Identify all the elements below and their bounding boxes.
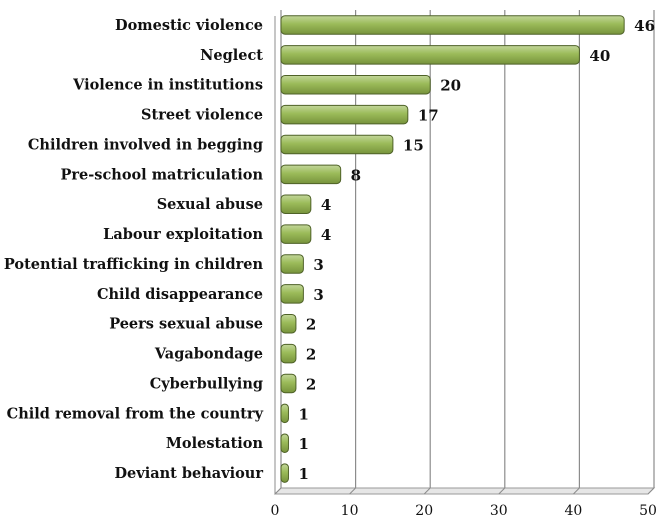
- bar-pre-school-matriculation: [280, 164, 342, 185]
- category-label: Street violence: [141, 107, 263, 124]
- category-label: Labour exploitation: [103, 226, 263, 243]
- x-tick-label: 40: [564, 503, 582, 519]
- data-label: 2: [306, 346, 316, 364]
- bar-child-disappearance: [280, 284, 304, 304]
- x-axis-tick-labels: 0 10 20 30 40 50: [271, 503, 657, 519]
- gridline-floor: [647, 487, 655, 495]
- gridline-floor: [573, 487, 580, 495]
- bar-violence-in-institutions: [280, 74, 431, 95]
- category-label: Potential trafficking in children: [4, 256, 264, 273]
- category-label: Molestation: [166, 435, 264, 452]
- bar-neglect: [280, 45, 580, 65]
- category-label: Neglect: [200, 47, 263, 64]
- bar-sexual-abuse: [280, 194, 312, 214]
- category-labels: Domestic violence Neglect Violence in inst…: [4, 17, 264, 482]
- floor-plane: [273, 487, 656, 495]
- category-label: Deviant behaviour: [114, 465, 263, 482]
- gridline-floor: [274, 487, 282, 495]
- bar-deviant-behaviour: [280, 463, 289, 483]
- x-tick-label: 20: [415, 503, 433, 519]
- x-tick-label: 50: [639, 503, 657, 519]
- bar-child-removal-from-the-country: [280, 403, 289, 424]
- gridline-floor: [498, 487, 506, 495]
- category-label: Child disappearance: [97, 286, 263, 303]
- data-label: 2: [306, 316, 316, 334]
- bar-molestation: [280, 433, 289, 453]
- data-label: 15: [403, 136, 424, 154]
- x-tick-label: 10: [341, 503, 359, 519]
- bar-peers-sexual-abuse: [280, 313, 297, 334]
- bar-vagabondage: [280, 343, 297, 364]
- x-tick-label: 30: [490, 503, 508, 519]
- data-label: 1: [298, 405, 308, 423]
- x-tick-label: 0: [271, 503, 280, 519]
- data-label: 17: [418, 107, 439, 125]
- bar-domestic-violence: [280, 15, 625, 35]
- data-label: 2: [306, 375, 316, 393]
- category-label: Vagabondage: [154, 346, 263, 363]
- category-label: Peers sexual abuse: [109, 316, 263, 333]
- category-label: Sexual abuse: [157, 196, 263, 213]
- data-label: 8: [351, 166, 361, 184]
- gridline-floor: [349, 487, 356, 495]
- category-label: Children involved in begging: [28, 136, 263, 153]
- data-label: 40: [589, 47, 610, 65]
- category-label: Domestic violence: [115, 17, 263, 34]
- data-label: 1: [298, 435, 308, 453]
- data-label: 3: [313, 256, 323, 274]
- bar-labour-exploitation: [280, 224, 312, 244]
- bar-potential-trafficking-in-children: [280, 254, 304, 274]
- data-label: 3: [313, 286, 323, 304]
- gridline-floor: [423, 487, 431, 495]
- category-label: Violence in institutions: [72, 77, 263, 94]
- data-label: 4: [321, 226, 331, 244]
- bar-cyberbullying: [280, 373, 297, 394]
- category-label: Cyberbullying: [150, 375, 263, 392]
- data-label: 46: [634, 17, 655, 35]
- bar-street-violence: [280, 104, 409, 125]
- bar-children-involved-in-begging: [280, 134, 394, 155]
- bars: [280, 15, 625, 483]
- category-label: Pre-school matriculation: [61, 166, 264, 183]
- category-label: Child removal from the country: [7, 405, 264, 422]
- data-label: 20: [440, 77, 461, 95]
- data-label: 4: [321, 196, 331, 214]
- data-label: 1: [298, 465, 308, 483]
